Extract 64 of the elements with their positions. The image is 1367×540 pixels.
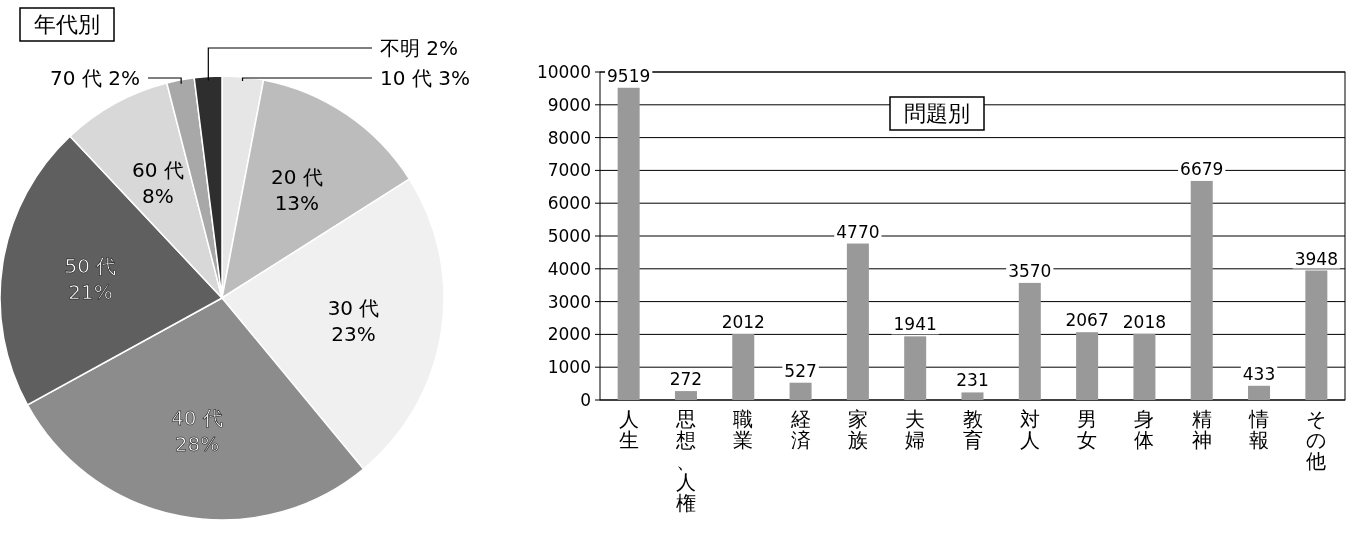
data-label: 28% [174,431,220,456]
slice-label: 10 代 3% [380,66,470,90]
data-label: 2067 [1065,310,1109,331]
y-tick-label: 10000 [536,62,591,82]
y-tick-label: 8000 [547,127,591,148]
data-label: 231 [956,370,989,391]
y-tick-label: 1000 [547,357,591,378]
y-tick-label: 5000 [547,226,591,246]
slice-label: 不明 2% [380,36,459,60]
x-tick-label: 精神 [1191,407,1212,452]
data-label: 2018 [1122,311,1167,332]
x-tick-label: 思想、人権 [674,407,696,515]
data-label: 13% [274,190,320,215]
y-tick-label: 3000 [547,291,591,312]
bar [789,382,812,400]
x-tick-label: 身体 [1134,407,1155,452]
data-label: 1941 [893,314,937,335]
bar [617,87,640,400]
x-tick-label: その他 [1306,407,1327,473]
bar [1305,270,1328,400]
slice-label: 40 代 [171,405,223,430]
y-tick-label: 9000 [547,94,591,115]
slice-label: 70 代 2% [50,66,140,90]
x-tick-label: 人生 [618,407,639,452]
x-tick-label: 職業 [733,407,754,452]
x-tick-label: 教育 [962,407,983,452]
data-label: 433 [1242,363,1276,384]
data-label: 8% [141,184,174,209]
bar [1018,282,1041,400]
bar [674,391,697,400]
y-tick-label: 0 [580,390,591,410]
text: 問題別 [904,101,970,126]
bar [1076,332,1099,400]
y-tick-label: 4000 [547,258,591,279]
data-label: 3948 [1294,248,1338,269]
y-tick-label: 2000 [547,324,591,345]
bar [732,334,755,400]
slice-label: 30 代 [327,295,380,320]
data-label: 272 [669,369,703,390]
x-tick-label: 経済 [789,407,811,452]
y-tick-label: 6000 [547,193,591,214]
chart-title: 年代別 [34,12,100,37]
bar [1190,180,1213,400]
x-tick-label: 男女 [1077,407,1098,452]
data-label: 2012 [721,312,765,333]
slice-label: 60 代 [131,158,184,183]
x-tick-label: 対人 [1019,407,1040,452]
data-label: 23% [331,321,376,346]
bar [1248,385,1271,400]
bar [961,392,984,400]
x-tick-label: 情報 [1248,407,1270,452]
y-tick-label: 7000 [547,160,591,181]
data-label: 6679 [1180,158,1224,179]
data-label: 9519 [607,65,651,86]
x-tick-label: 家族 [847,407,868,452]
bar [1133,333,1156,400]
data-label: 21% [68,280,113,305]
x-tick-label: 夫婦 [905,407,926,452]
data-label: 527 [784,360,817,381]
slice-label: 20 代 [270,164,323,189]
data-label: 3570 [1008,260,1052,281]
bar [846,243,869,400]
data-label: 4770 [836,221,880,242]
slice-label: 50 代 [64,254,117,279]
